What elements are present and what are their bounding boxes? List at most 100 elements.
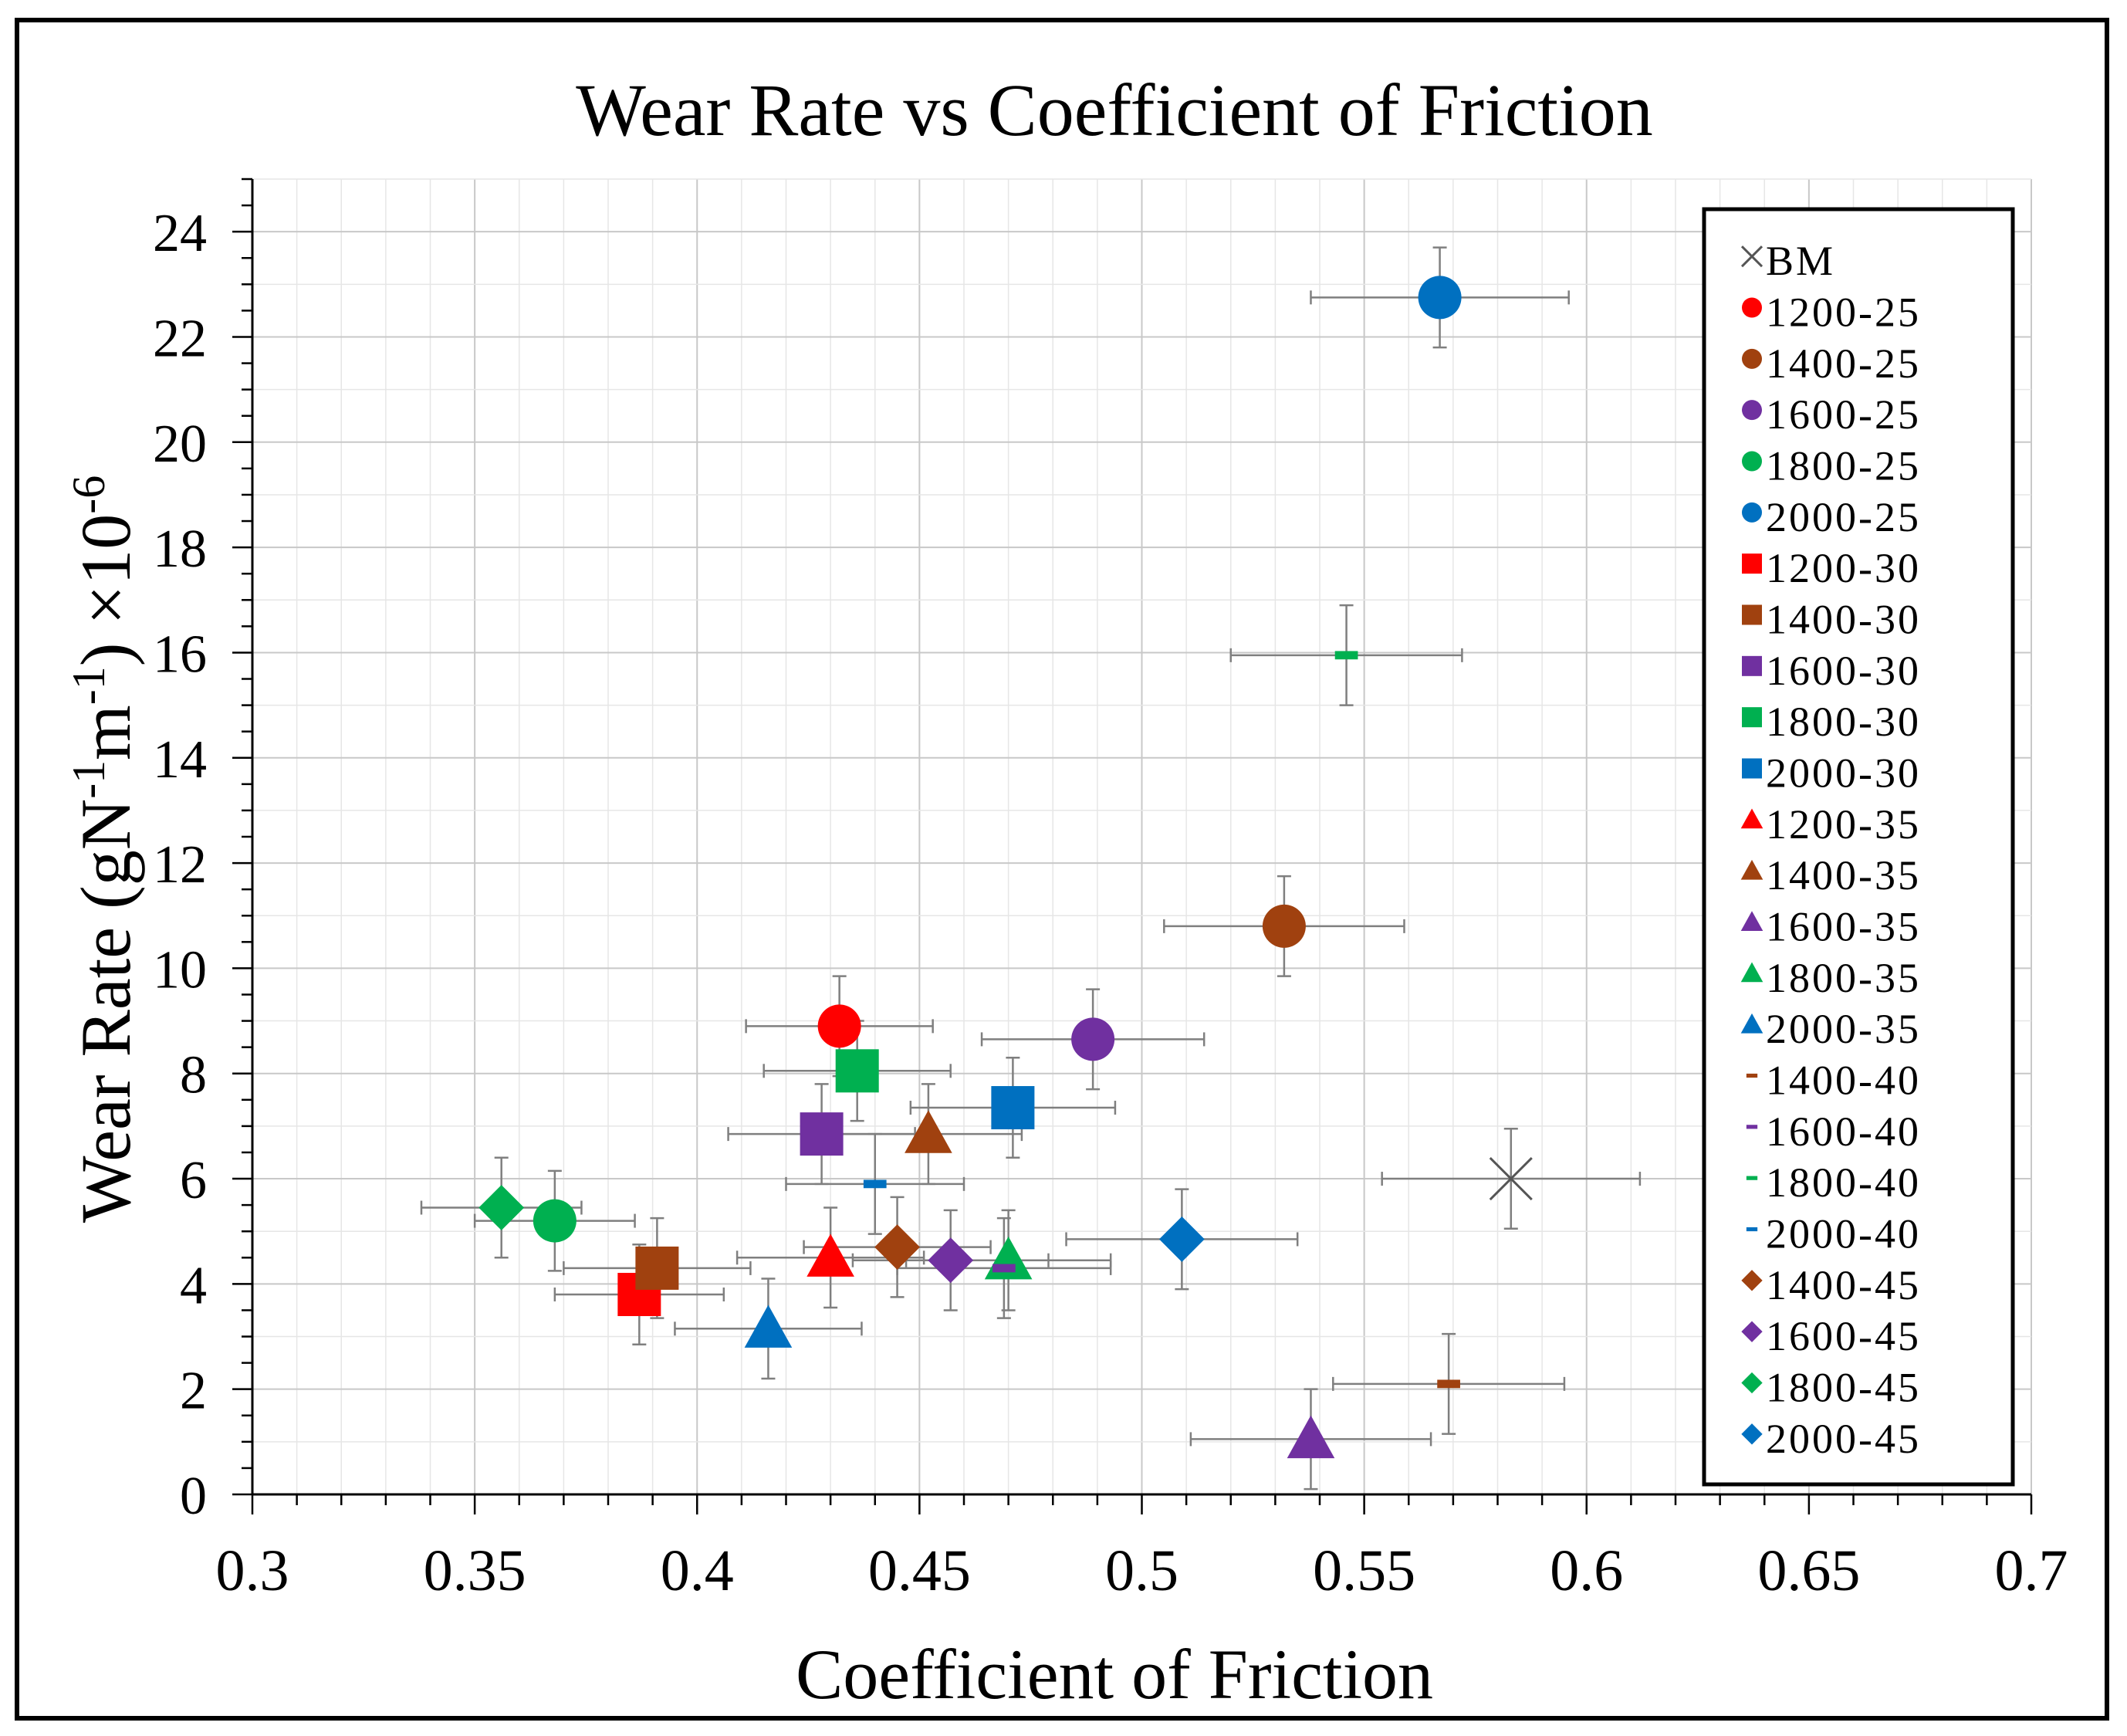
- data-point-2000-35: [744, 1305, 793, 1348]
- legend-marker: [1742, 297, 1762, 318]
- data-point-1200-35: [807, 1233, 854, 1277]
- legend-label: BM: [1766, 238, 1835, 284]
- y-tick-label: 16: [153, 624, 207, 684]
- y-tick-label: 4: [180, 1256, 207, 1315]
- x-tick-label: 0.55: [1313, 1538, 1415, 1603]
- x-tick-label: 0.7: [1995, 1538, 2068, 1603]
- data-point-1600-30: [800, 1112, 844, 1156]
- legend-marker: [1741, 1423, 1763, 1445]
- data-point-2000-40: [863, 1179, 887, 1189]
- legend-entry: 1800-40: [1746, 1159, 1919, 1206]
- legend-entry: 1200-30: [1742, 545, 1919, 591]
- data-point-1800-30: [835, 1049, 879, 1093]
- y-axis-label: Wear Rate (gN-1m-1) ×10-6: [63, 475, 145, 1223]
- data-point-1400-35: [905, 1110, 952, 1153]
- data-point-1600-35: [1287, 1415, 1335, 1459]
- y-axis-label-mid: m: [66, 705, 145, 760]
- legend-marker: [1740, 962, 1763, 983]
- y-tick-label: 12: [153, 835, 207, 895]
- legend-marker: [1740, 245, 1763, 268]
- x-tick-label: 0.3: [216, 1538, 289, 1603]
- legend-marker: [1742, 553, 1762, 574]
- legend-label: 1600-30: [1766, 648, 1921, 694]
- legend-entry: 1400-25: [1742, 340, 1919, 387]
- data-point-1800-25: [533, 1199, 577, 1243]
- legend-entry: 1800-35: [1740, 955, 1921, 1001]
- y-tick-label: 2: [180, 1362, 207, 1421]
- legend-entry: 2000-35: [1740, 1006, 1921, 1052]
- y-tick-label: 20: [153, 415, 207, 474]
- outer-frame: [15, 18, 2109, 1721]
- legend-entry: 1600-35: [1740, 904, 1921, 950]
- data-point-BM: [1489, 1156, 1533, 1201]
- legend-entry: 1200-35: [1740, 801, 1921, 848]
- legend-marker: [1741, 1270, 1763, 1291]
- legend-entry: 2000-25: [1742, 494, 1921, 540]
- error-bars: [420, 246, 1642, 1491]
- marker-stroke: [1740, 245, 1763, 268]
- legend-entry: 1600-25: [1742, 391, 1919, 438]
- data-point-2000-25: [1418, 276, 1462, 320]
- legend-label: 2000-35: [1766, 1006, 1921, 1052]
- legend-entry: 1200-25: [1742, 289, 1921, 336]
- legend-label: 1600-45: [1766, 1313, 1921, 1359]
- legend-label: 1800-30: [1766, 699, 1921, 745]
- y-axis-label-sup2: -1: [63, 666, 114, 705]
- data-point-2000-30: [991, 1086, 1035, 1130]
- data-point-1600-40: [992, 1264, 1016, 1273]
- legend-label: 1200-25: [1766, 289, 1921, 336]
- x-tick-label: 0.5: [1105, 1538, 1178, 1603]
- legend-label: 1200-35: [1766, 801, 1921, 848]
- data-point-1800-35: [984, 1236, 1033, 1280]
- data-point-1400-25: [1262, 904, 1306, 948]
- legend-entry: 1600-45: [1741, 1313, 1921, 1359]
- legend-box: [1702, 207, 2015, 1487]
- legend-entry: 1800-30: [1742, 699, 1921, 745]
- legend-marker: [1746, 1073, 1758, 1078]
- legend-label: 2000-25: [1766, 494, 1921, 540]
- x-tick-labels: 0.3 0.35 0.4 0.45 0.5 0.55 0.6 0.65 0.7: [216, 1538, 2068, 1603]
- data-point-1600-25: [1071, 1017, 1115, 1061]
- y-tick-label: 8: [180, 1046, 207, 1105]
- data-markers: [478, 276, 1533, 1459]
- legend-label: 1400-45: [1766, 1262, 1921, 1308]
- y-tick-label: 24: [153, 204, 207, 263]
- legend-marker: [1742, 348, 1762, 369]
- y-tick-label: 6: [180, 1151, 207, 1210]
- legend-marker: [1742, 451, 1762, 472]
- legend-marker: [1741, 1372, 1763, 1394]
- legend-label: 1600-35: [1766, 904, 1921, 950]
- legend-marker: [1742, 502, 1762, 523]
- x-tick-label: 0.35: [424, 1538, 526, 1603]
- x-tick-label: 0.6: [1550, 1538, 1623, 1603]
- data-point-1800-45: [478, 1185, 525, 1230]
- axis-ticks: [232, 178, 2033, 1514]
- legend-entry: 1800-25: [1742, 443, 1919, 489]
- legend-label: 1600-40: [1766, 1108, 1921, 1155]
- legend-entry: 1400-45: [1741, 1262, 1921, 1308]
- y-axis-label-base: Wear Rate (gN: [66, 799, 145, 1223]
- legend-entry: 1400-35: [1740, 852, 1919, 898]
- legend-marker: [1740, 911, 1763, 931]
- legend-entry: 1400-40: [1746, 1058, 1919, 1104]
- legend-marker: [1746, 1125, 1758, 1129]
- data-point-1200-25: [817, 1004, 861, 1048]
- legend-entry: 1800-45: [1741, 1365, 1919, 1411]
- legend-entry: 2000-45: [1741, 1416, 1919, 1462]
- legend-entry: 1400-30: [1742, 597, 1921, 643]
- data-point-2000-45: [1158, 1217, 1205, 1262]
- legend-entry: 1600-30: [1742, 648, 1921, 694]
- y-tick-label: 14: [153, 730, 207, 790]
- data-point-1800-40: [1334, 651, 1358, 660]
- legend-label: 1800-35: [1766, 955, 1921, 1001]
- legend-marker: [1742, 604, 1762, 625]
- legend-entry: BM: [1740, 238, 1835, 284]
- legend-entry: 1600-40: [1746, 1108, 1921, 1155]
- legend-marker: [1740, 808, 1763, 829]
- legend-label: 1400-30: [1766, 597, 1921, 643]
